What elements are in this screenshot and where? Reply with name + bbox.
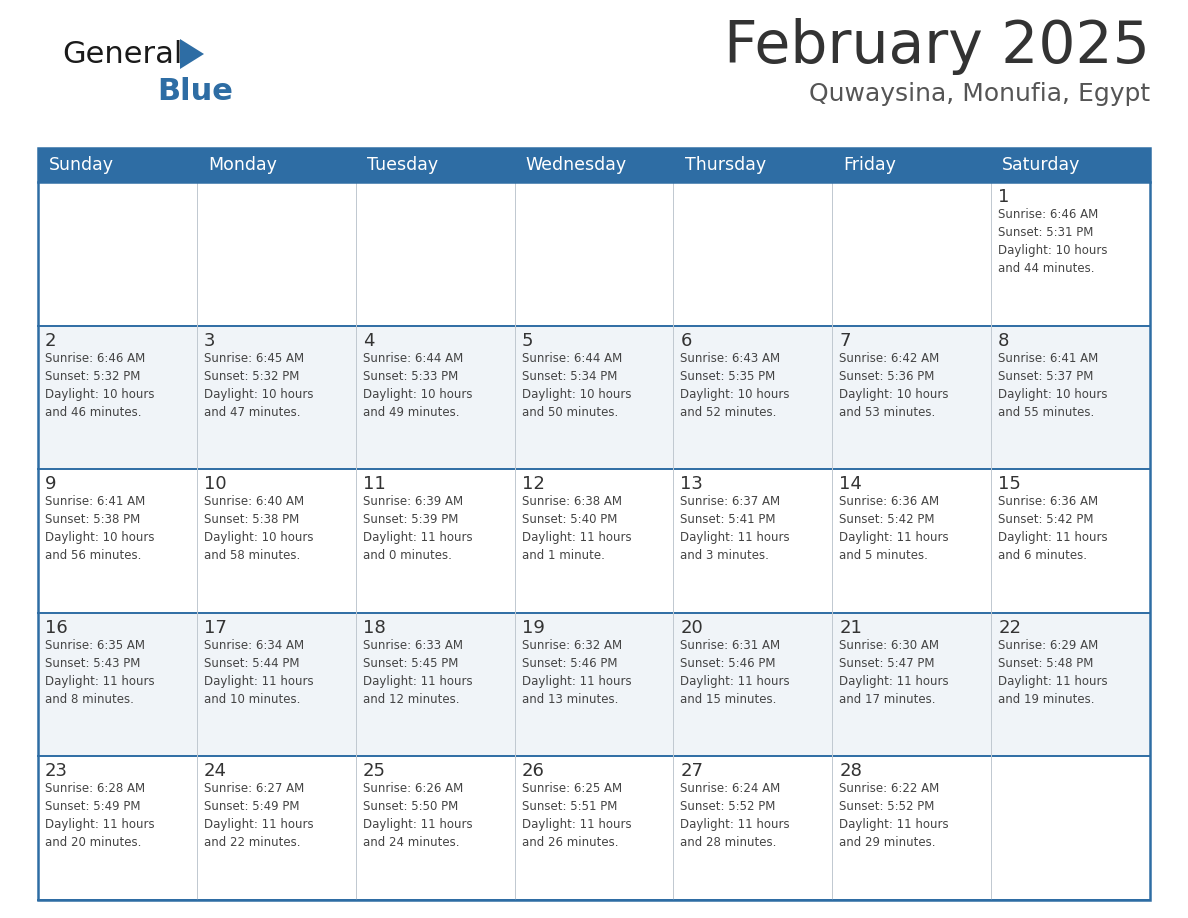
Text: Quwaysina, Monufia, Egypt: Quwaysina, Monufia, Egypt <box>809 82 1150 106</box>
Text: 5: 5 <box>522 331 533 350</box>
Text: Monday: Monday <box>208 156 277 174</box>
Bar <box>38 148 1150 182</box>
Text: Sunrise: 6:39 AM
Sunset: 5:39 PM
Daylight: 11 hours
and 0 minutes.: Sunrise: 6:39 AM Sunset: 5:39 PM Dayligh… <box>362 495 473 562</box>
Text: Friday: Friday <box>843 156 896 174</box>
Text: 2: 2 <box>45 331 57 350</box>
Text: General: General <box>62 40 183 69</box>
Text: 10: 10 <box>204 476 227 493</box>
Text: Sunrise: 6:46 AM
Sunset: 5:31 PM
Daylight: 10 hours
and 44 minutes.: Sunrise: 6:46 AM Sunset: 5:31 PM Dayligh… <box>998 208 1107 275</box>
Text: 21: 21 <box>839 619 862 637</box>
Bar <box>38 182 1150 326</box>
Text: Sunrise: 6:35 AM
Sunset: 5:43 PM
Daylight: 11 hours
and 8 minutes.: Sunrise: 6:35 AM Sunset: 5:43 PM Dayligh… <box>45 639 154 706</box>
Text: 11: 11 <box>362 476 385 493</box>
Text: 28: 28 <box>839 763 862 780</box>
Text: Sunrise: 6:25 AM
Sunset: 5:51 PM
Daylight: 11 hours
and 26 minutes.: Sunrise: 6:25 AM Sunset: 5:51 PM Dayligh… <box>522 782 631 849</box>
Text: 24: 24 <box>204 763 227 780</box>
Polygon shape <box>181 39 204 69</box>
Bar <box>38 148 1150 900</box>
Text: 9: 9 <box>45 476 57 493</box>
Text: 15: 15 <box>998 476 1020 493</box>
Text: February 2025: February 2025 <box>725 18 1150 75</box>
Text: 13: 13 <box>681 476 703 493</box>
Text: Sunrise: 6:41 AM
Sunset: 5:37 PM
Daylight: 10 hours
and 55 minutes.: Sunrise: 6:41 AM Sunset: 5:37 PM Dayligh… <box>998 352 1107 419</box>
Text: 19: 19 <box>522 619 544 637</box>
Text: Sunrise: 6:32 AM
Sunset: 5:46 PM
Daylight: 11 hours
and 13 minutes.: Sunrise: 6:32 AM Sunset: 5:46 PM Dayligh… <box>522 639 631 706</box>
Text: Sunrise: 6:28 AM
Sunset: 5:49 PM
Daylight: 11 hours
and 20 minutes.: Sunrise: 6:28 AM Sunset: 5:49 PM Dayligh… <box>45 782 154 849</box>
Text: 22: 22 <box>998 619 1022 637</box>
Text: Sunrise: 6:30 AM
Sunset: 5:47 PM
Daylight: 11 hours
and 17 minutes.: Sunrise: 6:30 AM Sunset: 5:47 PM Dayligh… <box>839 639 949 706</box>
Text: Sunrise: 6:38 AM
Sunset: 5:40 PM
Daylight: 11 hours
and 1 minute.: Sunrise: 6:38 AM Sunset: 5:40 PM Dayligh… <box>522 495 631 562</box>
Text: Tuesday: Tuesday <box>367 156 438 174</box>
Text: Sunrise: 6:24 AM
Sunset: 5:52 PM
Daylight: 11 hours
and 28 minutes.: Sunrise: 6:24 AM Sunset: 5:52 PM Dayligh… <box>681 782 790 849</box>
Text: Sunrise: 6:36 AM
Sunset: 5:42 PM
Daylight: 11 hours
and 6 minutes.: Sunrise: 6:36 AM Sunset: 5:42 PM Dayligh… <box>998 495 1107 562</box>
Text: Sunrise: 6:31 AM
Sunset: 5:46 PM
Daylight: 11 hours
and 15 minutes.: Sunrise: 6:31 AM Sunset: 5:46 PM Dayligh… <box>681 639 790 706</box>
Text: Sunrise: 6:29 AM
Sunset: 5:48 PM
Daylight: 11 hours
and 19 minutes.: Sunrise: 6:29 AM Sunset: 5:48 PM Dayligh… <box>998 639 1107 706</box>
Text: 12: 12 <box>522 476 544 493</box>
Text: 6: 6 <box>681 331 691 350</box>
Text: Sunrise: 6:36 AM
Sunset: 5:42 PM
Daylight: 11 hours
and 5 minutes.: Sunrise: 6:36 AM Sunset: 5:42 PM Dayligh… <box>839 495 949 562</box>
Text: Sunrise: 6:43 AM
Sunset: 5:35 PM
Daylight: 10 hours
and 52 minutes.: Sunrise: 6:43 AM Sunset: 5:35 PM Dayligh… <box>681 352 790 419</box>
Text: 26: 26 <box>522 763 544 780</box>
Text: 17: 17 <box>204 619 227 637</box>
Text: Sunrise: 6:26 AM
Sunset: 5:50 PM
Daylight: 11 hours
and 24 minutes.: Sunrise: 6:26 AM Sunset: 5:50 PM Dayligh… <box>362 782 473 849</box>
Text: Sunrise: 6:37 AM
Sunset: 5:41 PM
Daylight: 11 hours
and 3 minutes.: Sunrise: 6:37 AM Sunset: 5:41 PM Dayligh… <box>681 495 790 562</box>
Text: 7: 7 <box>839 331 851 350</box>
Text: Thursday: Thursday <box>684 156 766 174</box>
Text: Sunrise: 6:44 AM
Sunset: 5:33 PM
Daylight: 10 hours
and 49 minutes.: Sunrise: 6:44 AM Sunset: 5:33 PM Dayligh… <box>362 352 472 419</box>
Text: Wednesday: Wednesday <box>526 156 627 174</box>
Text: 27: 27 <box>681 763 703 780</box>
Text: Sunrise: 6:44 AM
Sunset: 5:34 PM
Daylight: 10 hours
and 50 minutes.: Sunrise: 6:44 AM Sunset: 5:34 PM Dayligh… <box>522 352 631 419</box>
Text: Sunrise: 6:45 AM
Sunset: 5:32 PM
Daylight: 10 hours
and 47 minutes.: Sunrise: 6:45 AM Sunset: 5:32 PM Dayligh… <box>204 352 314 419</box>
Text: 14: 14 <box>839 476 862 493</box>
Text: 8: 8 <box>998 331 1010 350</box>
Text: 25: 25 <box>362 763 386 780</box>
Text: Sunrise: 6:22 AM
Sunset: 5:52 PM
Daylight: 11 hours
and 29 minutes.: Sunrise: 6:22 AM Sunset: 5:52 PM Dayligh… <box>839 782 949 849</box>
Text: Saturday: Saturday <box>1003 156 1081 174</box>
Bar <box>38 756 1150 900</box>
Text: 4: 4 <box>362 331 374 350</box>
Text: Sunday: Sunday <box>49 156 114 174</box>
Bar <box>38 613 1150 756</box>
Text: Sunrise: 6:34 AM
Sunset: 5:44 PM
Daylight: 11 hours
and 10 minutes.: Sunrise: 6:34 AM Sunset: 5:44 PM Dayligh… <box>204 639 314 706</box>
Text: Sunrise: 6:42 AM
Sunset: 5:36 PM
Daylight: 10 hours
and 53 minutes.: Sunrise: 6:42 AM Sunset: 5:36 PM Dayligh… <box>839 352 949 419</box>
Bar <box>38 469 1150 613</box>
Text: Sunrise: 6:40 AM
Sunset: 5:38 PM
Daylight: 10 hours
and 58 minutes.: Sunrise: 6:40 AM Sunset: 5:38 PM Dayligh… <box>204 495 314 562</box>
Text: 18: 18 <box>362 619 385 637</box>
Text: Sunrise: 6:46 AM
Sunset: 5:32 PM
Daylight: 10 hours
and 46 minutes.: Sunrise: 6:46 AM Sunset: 5:32 PM Dayligh… <box>45 352 154 419</box>
Text: Sunrise: 6:33 AM
Sunset: 5:45 PM
Daylight: 11 hours
and 12 minutes.: Sunrise: 6:33 AM Sunset: 5:45 PM Dayligh… <box>362 639 473 706</box>
Text: Sunrise: 6:41 AM
Sunset: 5:38 PM
Daylight: 10 hours
and 56 minutes.: Sunrise: 6:41 AM Sunset: 5:38 PM Dayligh… <box>45 495 154 562</box>
Text: Blue: Blue <box>157 77 233 106</box>
Text: 3: 3 <box>204 331 215 350</box>
Bar <box>38 326 1150 469</box>
Text: 1: 1 <box>998 188 1010 206</box>
Text: Sunrise: 6:27 AM
Sunset: 5:49 PM
Daylight: 11 hours
and 22 minutes.: Sunrise: 6:27 AM Sunset: 5:49 PM Dayligh… <box>204 782 314 849</box>
Text: 20: 20 <box>681 619 703 637</box>
Text: 23: 23 <box>45 763 68 780</box>
Text: 16: 16 <box>45 619 68 637</box>
